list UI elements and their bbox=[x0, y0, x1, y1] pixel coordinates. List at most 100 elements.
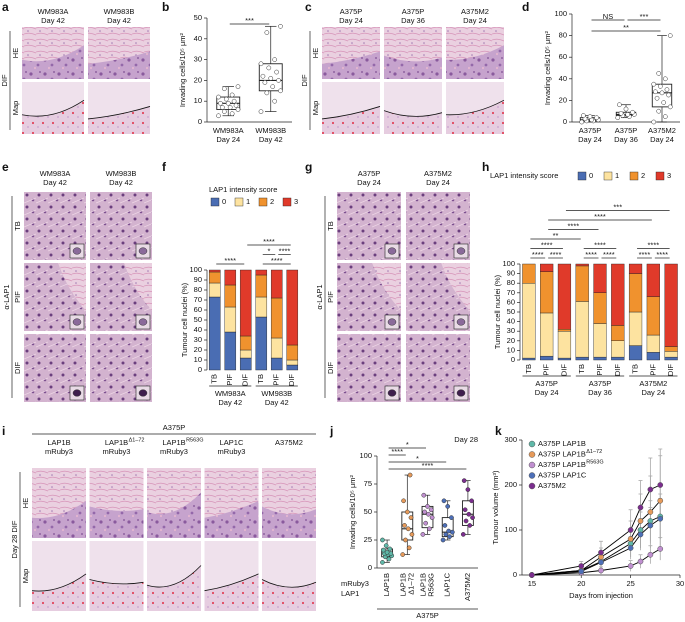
x-tick-label: Day 24 bbox=[650, 135, 674, 144]
significance-label: **** bbox=[656, 250, 668, 259]
x-tick-label: 15 bbox=[528, 579, 536, 588]
data-point bbox=[381, 547, 386, 553]
data-point bbox=[653, 89, 658, 95]
bar-segment bbox=[628, 311, 643, 346]
column-label: WM983B bbox=[106, 169, 137, 178]
data-point bbox=[420, 532, 426, 537]
legend-title: LAP1 intensity score bbox=[209, 185, 277, 194]
row-label: Map bbox=[11, 101, 20, 116]
side-label: DIF bbox=[300, 74, 309, 87]
bar-segment bbox=[664, 346, 678, 352]
bar-segment bbox=[611, 356, 625, 361]
legend-label: 3 bbox=[294, 197, 298, 206]
stroma-region bbox=[384, 27, 442, 62]
side-label: α-LAP1 bbox=[2, 284, 11, 309]
significance-label: * bbox=[416, 454, 419, 463]
row-label: LAP1 bbox=[341, 589, 359, 598]
bar-segment bbox=[255, 274, 268, 298]
data-point bbox=[235, 84, 241, 89]
y-tick-label: 50 bbox=[194, 315, 202, 324]
legend-label: 1 bbox=[246, 197, 250, 206]
data-point bbox=[657, 497, 664, 504]
data-point bbox=[401, 498, 406, 504]
stroma-region bbox=[124, 263, 152, 311]
stroma-region bbox=[32, 468, 86, 519]
stroma-region bbox=[22, 27, 84, 62]
legend-title: LAP1 intensity score bbox=[490, 171, 558, 180]
data-point bbox=[647, 522, 654, 529]
stroma-region bbox=[58, 263, 86, 311]
row-label: HE bbox=[11, 48, 20, 58]
x-tick-label: TB bbox=[577, 364, 586, 374]
bar-segment bbox=[286, 269, 299, 346]
bar-segment bbox=[239, 269, 252, 337]
bar-segment bbox=[628, 263, 643, 274]
legend-label: A375P LAP1B bbox=[538, 449, 586, 458]
x-tick-label: Day 36 bbox=[614, 135, 638, 144]
column-label: LAP1B bbox=[47, 438, 70, 447]
row-label: DIF bbox=[326, 362, 335, 375]
column-label: A375P bbox=[402, 7, 425, 16]
x-tick-label: PIF bbox=[595, 364, 604, 376]
inset-nucleus bbox=[72, 389, 82, 397]
bar-segment bbox=[664, 351, 678, 358]
data-point bbox=[425, 504, 430, 509]
legend-label: 1 bbox=[615, 171, 619, 180]
y-tick-label: 50 bbox=[364, 507, 372, 516]
panel-letter: d bbox=[522, 0, 529, 14]
bar-segment bbox=[239, 357, 252, 371]
x-tick-label: Day 42 bbox=[259, 135, 283, 144]
data-point bbox=[637, 531, 644, 538]
y-tick-label: 100 bbox=[502, 259, 515, 268]
significance-label: *** bbox=[245, 16, 254, 25]
legend-label: A375P LAP1B bbox=[538, 439, 586, 448]
column-label: Day 42 bbox=[109, 178, 133, 187]
column-label: A375P bbox=[358, 169, 381, 178]
bar-segment bbox=[664, 263, 678, 347]
data-point bbox=[651, 81, 657, 87]
inset-nucleus bbox=[387, 389, 397, 397]
x-tick-label: Day 24 bbox=[578, 135, 602, 144]
data-point bbox=[449, 515, 454, 520]
data-point bbox=[441, 498, 447, 504]
y-tick-label: 10 bbox=[194, 355, 202, 364]
y-tick-label: 50 bbox=[194, 13, 202, 22]
bar-segment bbox=[270, 357, 283, 371]
data-point bbox=[579, 119, 585, 125]
stroma-region bbox=[204, 468, 259, 518]
stroma-region bbox=[88, 27, 150, 64]
bar-segment bbox=[557, 331, 572, 359]
data-point bbox=[409, 532, 415, 537]
y-tick-label: 30 bbox=[194, 335, 202, 344]
x-tick-label: Day 24 bbox=[216, 135, 240, 144]
y-tick-label: 40 bbox=[194, 325, 202, 334]
data-point bbox=[662, 114, 668, 119]
bar-segment bbox=[540, 355, 554, 361]
legend-marker bbox=[528, 451, 536, 458]
data-point bbox=[578, 563, 585, 569]
legend-label: 2 bbox=[270, 197, 274, 206]
x-tick-label: A375P bbox=[579, 126, 602, 135]
data-point bbox=[442, 523, 448, 528]
bar-segment bbox=[557, 263, 572, 330]
significance-label: **** bbox=[541, 240, 553, 249]
row-label: Map bbox=[311, 101, 320, 116]
column-label: A375M2 bbox=[275, 438, 303, 447]
data-point bbox=[627, 545, 634, 551]
x-tick-label: DIF bbox=[241, 374, 250, 387]
y-tick-label: 75 bbox=[364, 479, 372, 488]
data-point bbox=[657, 546, 664, 552]
y-axis-label: Tumour cell nuclei (%) bbox=[493, 274, 502, 349]
significance-label: **** bbox=[603, 250, 615, 259]
legend-marker bbox=[528, 482, 536, 490]
data-point bbox=[594, 115, 599, 121]
data-point bbox=[466, 511, 472, 517]
data-point bbox=[618, 111, 624, 116]
column-label: Day 24 bbox=[463, 16, 487, 25]
bar-segment bbox=[208, 271, 221, 284]
x-tick-label: WM983B bbox=[255, 126, 286, 135]
bar-segment bbox=[611, 263, 625, 326]
data-point bbox=[617, 102, 622, 108]
legend-marker bbox=[528, 461, 536, 469]
legend-marker bbox=[528, 472, 536, 479]
